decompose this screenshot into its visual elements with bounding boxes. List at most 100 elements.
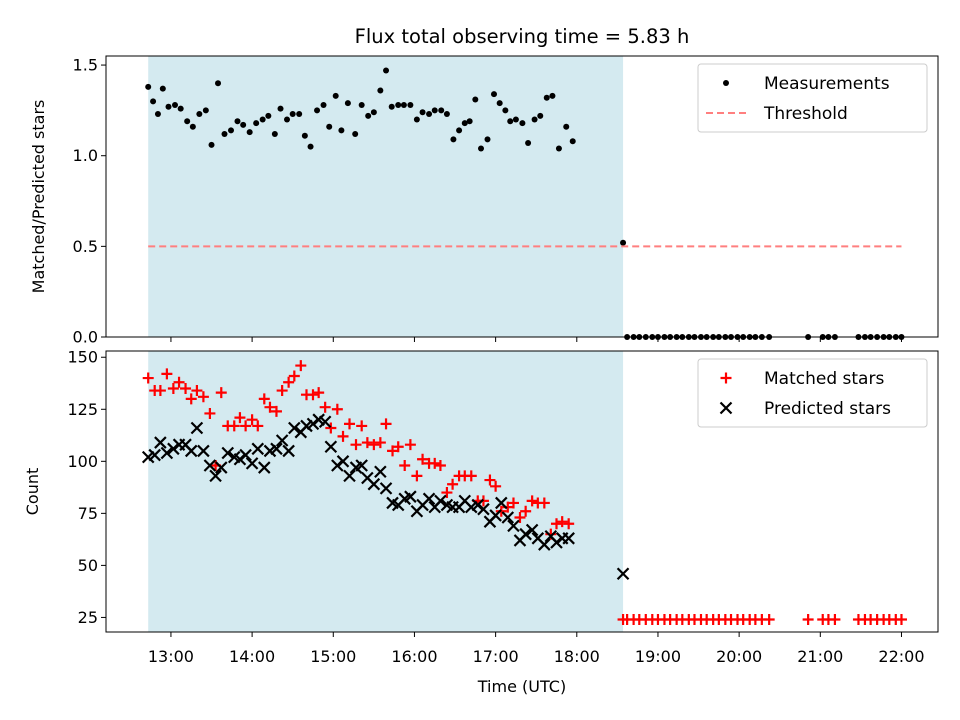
matched-star-point xyxy=(417,453,429,465)
matched-star-point xyxy=(288,370,300,382)
measurement-point xyxy=(496,100,503,107)
matched-star-point xyxy=(276,385,288,397)
matched-star-point xyxy=(270,405,282,417)
legend-plus-icon xyxy=(720,372,732,384)
matched-star-point xyxy=(180,382,192,394)
matched-star-point xyxy=(313,387,325,399)
matched-star-point xyxy=(490,480,502,492)
predicted-star-point xyxy=(434,494,447,508)
x-tick-label: 13:00 xyxy=(148,647,194,666)
measurement-point xyxy=(400,101,407,108)
measurement-point xyxy=(314,107,321,114)
measurement-point xyxy=(202,107,209,114)
bottom-legend: Matched stars Predicted stars xyxy=(697,358,928,428)
matched-star-point xyxy=(185,393,197,405)
measurement-point xyxy=(563,123,570,130)
measurement-point xyxy=(383,67,390,74)
matched-star-point xyxy=(331,403,343,415)
matched-star-point xyxy=(484,474,496,486)
measurement-point xyxy=(246,129,253,136)
predicted-star-point xyxy=(270,442,283,456)
predicted-star-point xyxy=(154,436,167,449)
measurement-point xyxy=(419,109,426,116)
measurement-point xyxy=(184,118,191,125)
predicted-star-point xyxy=(379,482,393,495)
predicted-star-point xyxy=(275,434,289,447)
predicted-star-point xyxy=(343,469,356,483)
predicted-star-point xyxy=(214,461,228,474)
top-axes-frame xyxy=(105,55,939,338)
predicted-star-point xyxy=(197,444,210,458)
matched-star-point xyxy=(154,385,166,397)
measurement-point xyxy=(301,132,308,139)
matched-star-point xyxy=(344,418,356,430)
measurement-point xyxy=(413,116,420,123)
bot-y-tick-label: 75 xyxy=(78,504,98,523)
predicted-star-point xyxy=(160,446,174,460)
matched-star-point xyxy=(556,516,568,528)
matched-star-point xyxy=(325,422,337,434)
bot-y-tick-label: 100 xyxy=(67,452,98,471)
predicted-star-point xyxy=(148,448,161,462)
legend-label: Matched stars xyxy=(764,369,884,389)
predicted-star-point xyxy=(489,509,502,522)
measurement-point xyxy=(543,94,550,101)
matched-star-point xyxy=(215,387,227,399)
x-tick-label: 20:00 xyxy=(716,647,762,666)
top-y-tick-label: 0.5 xyxy=(73,237,98,256)
measurement-point xyxy=(456,127,463,134)
matched-star-point xyxy=(802,614,814,626)
measurement-point xyxy=(189,123,196,130)
matched-star-point xyxy=(204,407,216,419)
matched-star-point xyxy=(895,614,907,626)
measurement-point xyxy=(519,120,526,127)
x-tick-label: 15:00 xyxy=(310,647,356,666)
measurement-point xyxy=(253,120,260,127)
measurement-point xyxy=(377,87,384,94)
measurement-point xyxy=(171,101,178,108)
measurement-point xyxy=(549,92,556,99)
top-panel: 0.0 0.5 1.0 1.5 Matched/Predicted stars Mea… xyxy=(29,55,939,347)
predicted-star-point xyxy=(282,444,295,458)
bot-y-tick-label: 25 xyxy=(78,608,98,627)
matched-star-point xyxy=(434,459,446,471)
matched-star-point xyxy=(563,518,575,530)
measurement-point xyxy=(150,98,157,105)
predicted-star-point xyxy=(221,446,235,460)
matched-star-point xyxy=(526,495,538,507)
measurement-point xyxy=(332,92,339,99)
matched-star-point xyxy=(350,439,362,451)
x-tick-label: 18:00 xyxy=(554,647,600,666)
measurement-point xyxy=(507,118,514,125)
matched-star-point xyxy=(520,505,532,517)
predicted-star-point xyxy=(562,532,575,545)
measurement-point xyxy=(145,83,152,90)
measurement-point xyxy=(320,101,327,108)
matched-star-point xyxy=(829,614,841,626)
bottom-axes-frame xyxy=(105,350,939,633)
bottom-observing-window xyxy=(148,351,624,632)
top-observing-window xyxy=(148,56,624,337)
measurement-point xyxy=(438,107,445,114)
matched-star-point xyxy=(252,420,264,432)
matched-star-point xyxy=(161,368,173,380)
top-y-tick-label: 0.0 xyxy=(73,328,98,347)
predicted-star-point xyxy=(616,567,630,580)
bot-y-tick-label: 125 xyxy=(67,400,98,419)
bottom-panel: 25 50 75 100 125 150 13:00 14:00 15:00 16:00 17:00… xyxy=(23,348,939,666)
matched-star-point xyxy=(374,437,386,449)
matched-star-point xyxy=(197,391,209,403)
x-tick-label: 19:00 xyxy=(635,647,681,666)
matched-star-point xyxy=(173,376,185,388)
measurement-point xyxy=(344,100,351,107)
predicted-star-point xyxy=(422,492,436,506)
predicted-star-point xyxy=(190,421,204,435)
measurement-point xyxy=(228,127,235,134)
predicted-star-point xyxy=(501,511,515,524)
matched-star-point xyxy=(538,497,550,509)
matched-star-point xyxy=(167,382,179,394)
measurement-point xyxy=(259,116,266,123)
measurement-point xyxy=(431,107,438,114)
matched-star-point xyxy=(337,430,349,442)
measurement-point xyxy=(358,101,365,108)
